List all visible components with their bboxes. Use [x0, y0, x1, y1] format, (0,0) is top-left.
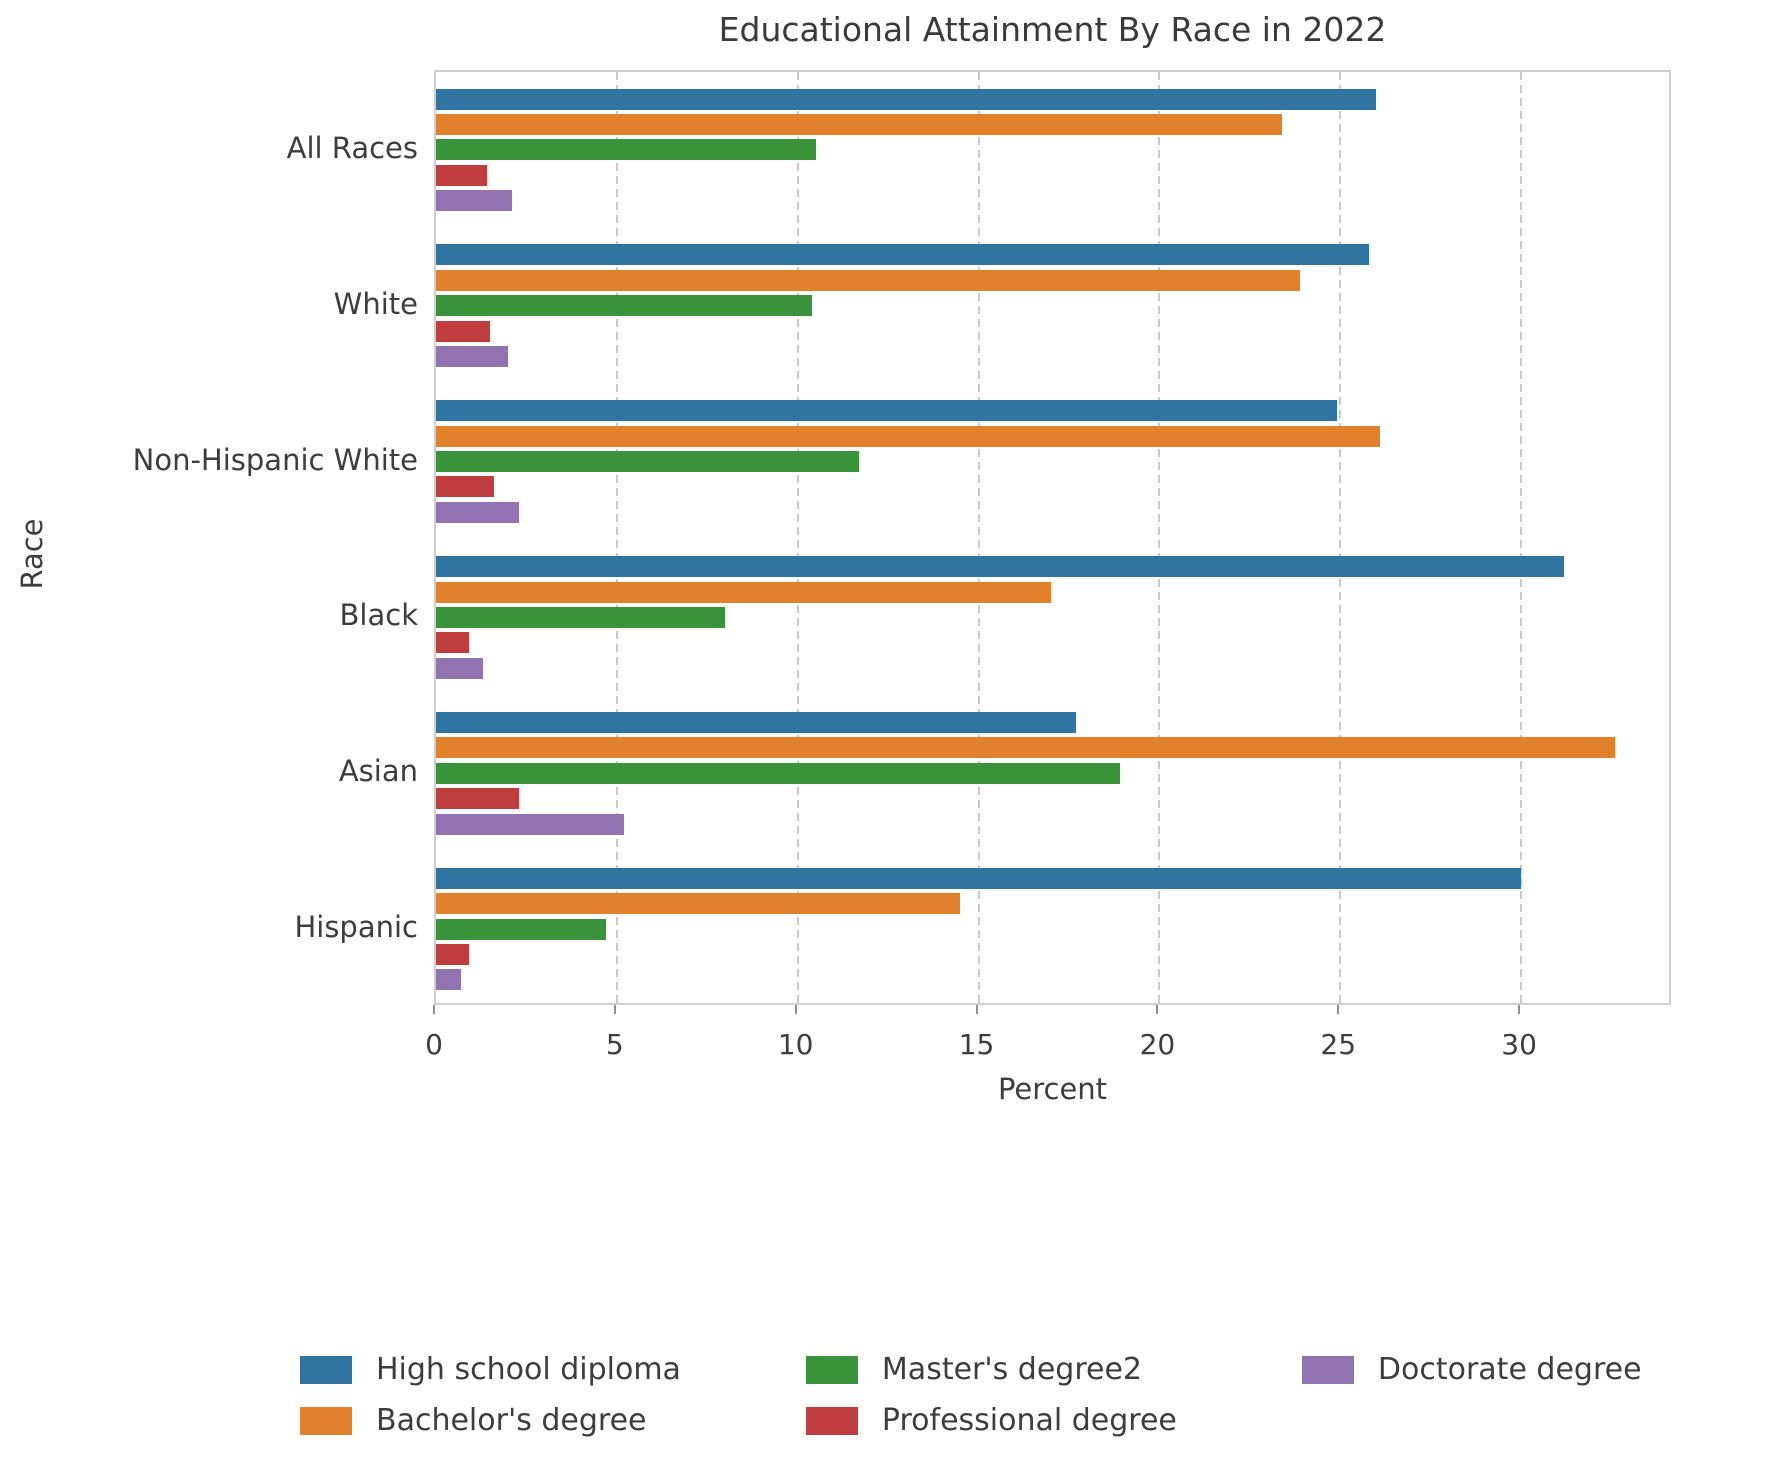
x-tick-label-25: 25 — [1320, 1028, 1357, 1061]
bar-white-doctorate-degree — [436, 346, 509, 368]
category-label-hispanic: Hispanic — [294, 910, 418, 945]
bar-hispanic-professional-degree — [436, 943, 469, 965]
legend-label: Master's degree2 — [881, 1352, 1143, 1387]
bar-non-hispanic-white-high-school-diploma — [436, 400, 1337, 422]
y-axis-label: Race — [15, 518, 49, 590]
bar-black-bachelor-s-degree — [436, 581, 1051, 603]
bar-black-doctorate-degree — [436, 657, 484, 679]
legend-swatch-icon — [805, 1406, 858, 1435]
gridline-x-10 — [796, 72, 799, 1003]
x-tick-mark-15 — [975, 1005, 978, 1014]
bar-non-hispanic-white-professional-degree — [436, 476, 494, 498]
gridline-x-30 — [1520, 72, 1523, 1003]
x-tick-label-0: 0 — [425, 1028, 443, 1061]
legend-swatch-icon — [300, 1406, 352, 1435]
x-tick-label-10: 10 — [777, 1028, 814, 1061]
legend-swatch-icon — [805, 1355, 858, 1384]
legend-item-high-school-diploma: High school diploma — [300, 1352, 681, 1387]
bar-hispanic-master-s-degree2 — [436, 918, 606, 940]
bar-white-bachelor-s-degree — [436, 269, 1301, 291]
bar-non-hispanic-white-doctorate-degree — [436, 501, 520, 523]
category-label-non-hispanic-white: Non-Hispanic White — [132, 442, 418, 477]
category-label-all-races: All Races — [286, 130, 418, 165]
legend-swatch-icon — [1301, 1355, 1354, 1384]
bar-asian-bachelor-s-degree — [436, 737, 1616, 759]
bar-hispanic-doctorate-degree — [436, 969, 462, 991]
x-tick-label-15: 15 — [958, 1028, 995, 1061]
legend-swatch-icon — [300, 1355, 352, 1384]
chart-title: Educational Attainment By Race in 2022 — [718, 10, 1387, 49]
bar-all-races-professional-degree — [436, 164, 487, 186]
bar-all-races-high-school-diploma — [436, 88, 1377, 110]
legend-item-doctorate-degree: Doctorate degree — [1301, 1352, 1642, 1387]
x-tick-mark-25 — [1337, 1005, 1340, 1014]
x-tick-label-5: 5 — [605, 1028, 624, 1061]
bar-asian-professional-degree — [436, 788, 520, 810]
bar-hispanic-high-school-diploma — [436, 867, 1522, 889]
bar-black-high-school-diploma — [436, 556, 1565, 578]
gridline-x-15 — [977, 72, 980, 1003]
legend-item-master-s-degree2: Master's degree2 — [805, 1352, 1177, 1387]
bar-white-master-s-degree2 — [436, 295, 813, 317]
category-label-white: White — [333, 286, 418, 321]
bar-white-professional-degree — [436, 320, 491, 342]
x-tick-mark-20 — [1156, 1005, 1159, 1014]
gridline-x-25 — [1339, 72, 1342, 1003]
bar-asian-high-school-diploma — [436, 711, 1077, 733]
legend-label: Doctorate degree — [1377, 1352, 1642, 1387]
bar-black-master-s-degree2 — [436, 606, 726, 628]
plot-area — [434, 70, 1671, 1005]
x-axis-label: Percent — [997, 1072, 1108, 1106]
x-tick-label-20: 20 — [1139, 1028, 1176, 1061]
gridline-x-20 — [1158, 72, 1161, 1003]
bar-black-professional-degree — [436, 632, 469, 654]
bar-all-races-doctorate-degree — [436, 190, 512, 212]
x-tick-mark-10 — [794, 1005, 797, 1014]
legend-label: Professional degree — [881, 1403, 1177, 1438]
bar-asian-master-s-degree2 — [436, 762, 1120, 784]
bar-non-hispanic-white-bachelor-s-degree — [436, 425, 1381, 447]
category-label-asian: Asian — [338, 754, 418, 789]
bar-all-races-master-s-degree2 — [436, 139, 816, 161]
legend-item-professional-degree: Professional degree — [805, 1403, 1177, 1438]
bar-all-races-bachelor-s-degree — [436, 114, 1283, 136]
bar-hispanic-bachelor-s-degree — [436, 893, 961, 915]
gridline-x-5 — [615, 72, 618, 1003]
legend-label: Bachelor's degree — [376, 1403, 647, 1438]
x-tick-mark-0 — [433, 1005, 435, 1014]
x-tick-label-30: 30 — [1501, 1028, 1537, 1061]
category-label-black: Black — [339, 598, 418, 633]
legend-label: High school diploma — [376, 1352, 681, 1387]
legend: High school diploma Bachelor's degree Mast… — [300, 1352, 1642, 1438]
legend-item-bachelor-s-degree: Bachelor's degree — [300, 1403, 681, 1438]
x-tick-mark-30 — [1518, 1005, 1521, 1014]
bar-white-high-school-diploma — [436, 244, 1370, 266]
bar-asian-doctorate-degree — [436, 813, 625, 835]
x-tick-mark-5 — [613, 1005, 616, 1014]
bar-non-hispanic-white-master-s-degree2 — [436, 451, 860, 473]
